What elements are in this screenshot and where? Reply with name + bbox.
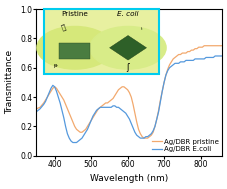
Ag/DBR E.coli — [124, 112, 127, 114]
Ag/DBR pristine — [202, 45, 205, 47]
Ag/DBR E.coli — [86, 128, 89, 130]
Ag/DBR pristine — [220, 45, 223, 47]
Ag/DBR E.coli — [149, 133, 152, 135]
Ag/DBR pristine — [149, 134, 152, 136]
Ag/DBR E.coli — [71, 141, 74, 144]
Ag/DBR E.coli — [35, 111, 38, 113]
Y-axis label: Transmittance: Transmittance — [5, 50, 15, 115]
Ag/DBR E.coli — [220, 55, 223, 57]
Ag/DBR E.coli — [51, 84, 54, 86]
Ag/DBR E.coli — [213, 55, 216, 57]
X-axis label: Wavelength (nm): Wavelength (nm) — [90, 174, 168, 184]
Ag/DBR pristine — [84, 128, 87, 130]
Ag/DBR pristine — [35, 108, 38, 110]
Ag/DBR E.coli — [168, 67, 170, 69]
Line: Ag/DBR pristine: Ag/DBR pristine — [36, 46, 222, 138]
Ag/DBR pristine — [177, 53, 179, 56]
Ag/DBR pristine — [51, 87, 54, 89]
Line: Ag/DBR E.coli: Ag/DBR E.coli — [36, 56, 222, 143]
Ag/DBR pristine — [168, 64, 170, 66]
Ag/DBR pristine — [142, 137, 145, 139]
Ag/DBR E.coli — [177, 62, 179, 64]
Ag/DBR pristine — [122, 86, 125, 88]
Legend: Ag/DBR pristine, Ag/DBR E.coli: Ag/DBR pristine, Ag/DBR E.coli — [152, 139, 218, 152]
